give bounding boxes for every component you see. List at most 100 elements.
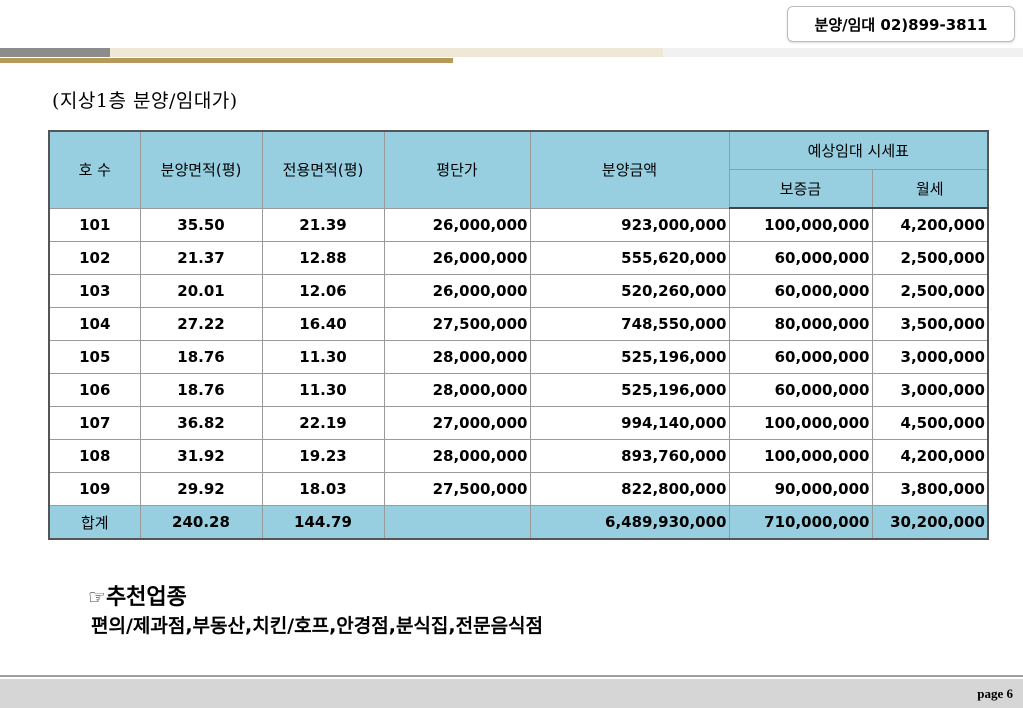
- cell-deposit: 100,000,000: [728, 207, 873, 242]
- footer-divider: [0, 675, 1023, 677]
- cell-monthly-rent: 3,000,000: [871, 340, 989, 374]
- cell-unit: 107: [48, 406, 141, 440]
- price-table: 호 수 분양면적(평) 전용면적(평) 평단가 분양금액 예상임대 시세표 보증…: [48, 130, 989, 540]
- cell-price-per-pyeong: 26,000,000: [383, 274, 531, 308]
- cell-monthly-rent: 3,000,000: [871, 373, 989, 407]
- table-row: 104 27.22 16.40 27,500,000 748,550,000 8…: [48, 307, 989, 341]
- table-row: 101 35.50 21.39 26,000,000 923,000,000 1…: [48, 207, 989, 242]
- header-exclusive-area: 전용면적(평): [261, 130, 385, 209]
- section-title: (지상1층 분양/임대가): [52, 90, 238, 112]
- cell-unit: 105: [48, 340, 141, 374]
- header-bar-light: [663, 48, 1023, 57]
- cell-unit: 101: [48, 207, 141, 242]
- cell-monthly-rent: 3,800,000: [871, 472, 989, 506]
- header-sale-area: 분양면적(평): [139, 130, 263, 209]
- total-deposit: 710,000,000: [728, 505, 873, 540]
- cell-exclusive-area: 21.39: [261, 207, 385, 242]
- contact-text: 분양/임대 02)899-3811: [814, 15, 988, 34]
- cell-sale-amount: 555,620,000: [529, 241, 730, 275]
- cell-unit: 108: [48, 439, 141, 473]
- cell-sale-amount: 923,000,000: [529, 207, 730, 242]
- header-rent-group: 예상임대 시세표: [728, 130, 989, 170]
- table-row: 103 20.01 12.06 26,000,000 520,260,000 6…: [48, 274, 989, 308]
- cell-deposit: 60,000,000: [728, 373, 873, 407]
- cell-sale-area: 18.76: [139, 373, 263, 407]
- table-row: 105 18.76 11.30 28,000,000 525,196,000 6…: [48, 340, 989, 374]
- total-exclusive-area: 144.79: [261, 505, 385, 540]
- cell-sale-amount: 822,800,000: [529, 472, 730, 506]
- cell-unit: 106: [48, 373, 141, 407]
- total-monthly-rent: 30,200,000: [871, 505, 989, 540]
- cell-sale-area: 31.92: [139, 439, 263, 473]
- cell-sale-amount: 525,196,000: [529, 373, 730, 407]
- cell-deposit: 90,000,000: [728, 472, 873, 506]
- cell-deposit: 100,000,000: [728, 406, 873, 440]
- table-row: 106 18.76 11.30 28,000,000 525,196,000 6…: [48, 373, 989, 407]
- table-row: 108 31.92 19.23 28,000,000 893,760,000 1…: [48, 439, 989, 473]
- header-sale-amount: 분양금액: [529, 130, 730, 209]
- cell-unit: 109: [48, 472, 141, 506]
- total-row: 합계 240.28 144.79 6,489,930,000 710,000,0…: [48, 505, 989, 540]
- cell-exclusive-area: 16.40: [261, 307, 385, 341]
- footer-bar: [0, 679, 1023, 708]
- cell-sale-area: 18.76: [139, 340, 263, 374]
- cell-exclusive-area: 11.30: [261, 373, 385, 407]
- total-sale-amount: 6,489,930,000: [529, 505, 730, 540]
- cell-price-per-pyeong: 28,000,000: [383, 373, 531, 407]
- recommend-title-text: 추천업종: [105, 585, 187, 610]
- cell-deposit: 60,000,000: [728, 340, 873, 374]
- cell-sale-area: 35.50: [139, 207, 263, 242]
- cell-exclusive-area: 12.06: [261, 274, 385, 308]
- cell-exclusive-area: 11.30: [261, 340, 385, 374]
- table-row: 102 21.37 12.88 26,000,000 555,620,000 6…: [48, 241, 989, 275]
- cell-sale-amount: 994,140,000: [529, 406, 730, 440]
- cell-price-per-pyeong: 27,000,000: [383, 406, 531, 440]
- cell-sale-area: 36.82: [139, 406, 263, 440]
- cell-sale-amount: 525,196,000: [529, 340, 730, 374]
- cell-monthly-rent: 4,200,000: [871, 207, 989, 242]
- contact-box: 분양/임대 02)899-3811: [787, 6, 1015, 42]
- cell-sale-area: 20.01: [139, 274, 263, 308]
- cell-sale-amount: 520,260,000: [529, 274, 730, 308]
- total-label: 합계: [48, 505, 141, 540]
- cell-sale-amount: 748,550,000: [529, 307, 730, 341]
- cell-monthly-rent: 3,500,000: [871, 307, 989, 341]
- cell-deposit: 100,000,000: [728, 439, 873, 473]
- total-price-per-pyeong: [383, 505, 531, 540]
- cell-price-per-pyeong: 28,000,000: [383, 340, 531, 374]
- cell-sale-area: 27.22: [139, 307, 263, 341]
- cell-sale-amount: 893,760,000: [529, 439, 730, 473]
- cell-unit: 103: [48, 274, 141, 308]
- cell-deposit: 80,000,000: [728, 307, 873, 341]
- cell-exclusive-area: 12.88: [261, 241, 385, 275]
- table-row: 107 36.82 22.19 27,000,000 994,140,000 1…: [48, 406, 989, 440]
- cell-price-per-pyeong: 27,500,000: [383, 472, 531, 506]
- recommend-title: ☞추천업종: [88, 579, 187, 611]
- cell-monthly-rent: 4,500,000: [871, 406, 989, 440]
- cell-price-per-pyeong: 28,000,000: [383, 439, 531, 473]
- cell-unit: 102: [48, 241, 141, 275]
- cell-exclusive-area: 19.23: [261, 439, 385, 473]
- cell-unit: 104: [48, 307, 141, 341]
- cell-price-per-pyeong: 26,000,000: [383, 207, 531, 242]
- cell-sale-area: 29.92: [139, 472, 263, 506]
- cell-monthly-rent: 2,500,000: [871, 241, 989, 275]
- cell-price-per-pyeong: 27,500,000: [383, 307, 531, 341]
- cell-price-per-pyeong: 26,000,000: [383, 241, 531, 275]
- header-unit: 호 수: [48, 130, 141, 209]
- cell-deposit: 60,000,000: [728, 274, 873, 308]
- header-price-per-pyeong: 평단가: [383, 130, 531, 209]
- table-row: 109 29.92 18.03 27,500,000 822,800,000 9…: [48, 472, 989, 506]
- header-bar-gold: [0, 58, 453, 63]
- total-sale-area: 240.28: [139, 505, 263, 540]
- cell-sale-area: 21.37: [139, 241, 263, 275]
- pointing-hand-icon: ☞: [88, 585, 106, 609]
- header-bar-gray: [0, 48, 110, 57]
- header-deposit: 보증금: [728, 169, 873, 209]
- cell-exclusive-area: 22.19: [261, 406, 385, 440]
- header-bar-cream: [110, 48, 663, 57]
- cell-monthly-rent: 4,200,000: [871, 439, 989, 473]
- cell-exclusive-area: 18.03: [261, 472, 385, 506]
- cell-monthly-rent: 2,500,000: [871, 274, 989, 308]
- cell-deposit: 60,000,000: [728, 241, 873, 275]
